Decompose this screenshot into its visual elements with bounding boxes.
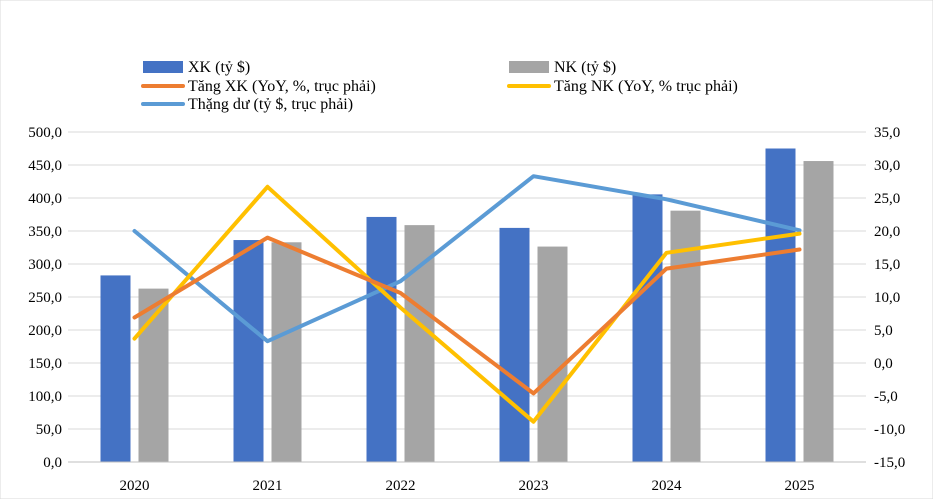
right-axis-tick-label: 35,0 [874, 125, 900, 141]
legend-label: Tăng XK (YoY, %, trục phải) [188, 78, 376, 95]
x-axis-tick-label: 2023 [519, 478, 549, 494]
x-axis-tick-label: 2024 [652, 478, 683, 494]
line-series [132, 174, 802, 424]
bar-xk [100, 275, 131, 462]
right-axis-tick-label: -15,0 [874, 455, 905, 471]
left-axis-tick-label: 0,0 [43, 455, 62, 471]
x-axis-tick-label: 2025 [785, 478, 815, 494]
legend-swatch [143, 61, 183, 73]
legend-label: Thặng dư (tỷ $, trục phải) [188, 96, 353, 113]
line-tang-nk [132, 184, 802, 424]
bar-nk [537, 246, 568, 462]
bar-nk [404, 225, 435, 462]
left-axis-tick-label: 50,0 [36, 422, 62, 438]
left-axis-tick-label: 150,0 [28, 356, 62, 372]
bar-nk [803, 161, 834, 463]
left-axis-tick-label: 450,0 [28, 158, 62, 174]
legend-swatch [509, 61, 549, 73]
right-axis-tick-label: 10,0 [874, 290, 900, 306]
legend-label: NK (tỷ $) [554, 59, 616, 76]
right-axis-tick-label: 15,0 [874, 257, 900, 273]
right-axis-tick-label: 5,0 [874, 323, 893, 339]
right-axis-tick-label: 20,0 [874, 224, 900, 240]
right-axis-tick-label: -10,0 [874, 422, 905, 438]
left-axis-tick-label: 500,0 [28, 125, 62, 141]
left-axis-tick-label: 300,0 [28, 257, 62, 273]
legend-label: Tăng NK (YoY, % trục phải) [554, 78, 738, 95]
bar-xk [366, 216, 397, 462]
x-axis-tick-label: 2021 [253, 478, 283, 494]
left-axis-tick-label: 200,0 [28, 323, 62, 339]
bar-xk [765, 148, 796, 462]
right-axis-tick-label: 0,0 [874, 356, 893, 372]
right-axis-tick-label: 25,0 [874, 191, 900, 207]
line-thang-du [132, 174, 802, 344]
line-tang-xk [132, 235, 802, 396]
right-axis-tick-label: -5,0 [874, 389, 898, 405]
legend-label: XK (tỷ $) [188, 59, 250, 76]
bar-xk [499, 227, 530, 462]
x-axis-tick-label: 2022 [386, 478, 416, 494]
left-axis-tick-label: 350,0 [28, 224, 62, 240]
left-axis-tick-label: 400,0 [28, 191, 62, 207]
right-axis-tick-label: 30,0 [874, 158, 900, 174]
legend: XK (tỷ $) NK (tỷ $) Tăng XK (YoY, %, trục … [141, 59, 738, 113]
x-axis-tick-label: 2020 [120, 478, 150, 494]
bar-nk [271, 242, 302, 462]
left-axis-tick-label: 100,0 [28, 389, 62, 405]
bar-xk [233, 240, 264, 462]
left-axis-tick-label: 250,0 [28, 290, 62, 306]
bar-series [100, 148, 834, 463]
bar-xk [632, 194, 663, 462]
axes: 0,0 50,0 100,0 150,0 200,0 250,0 300,0 350,0 400… [28, 125, 905, 494]
